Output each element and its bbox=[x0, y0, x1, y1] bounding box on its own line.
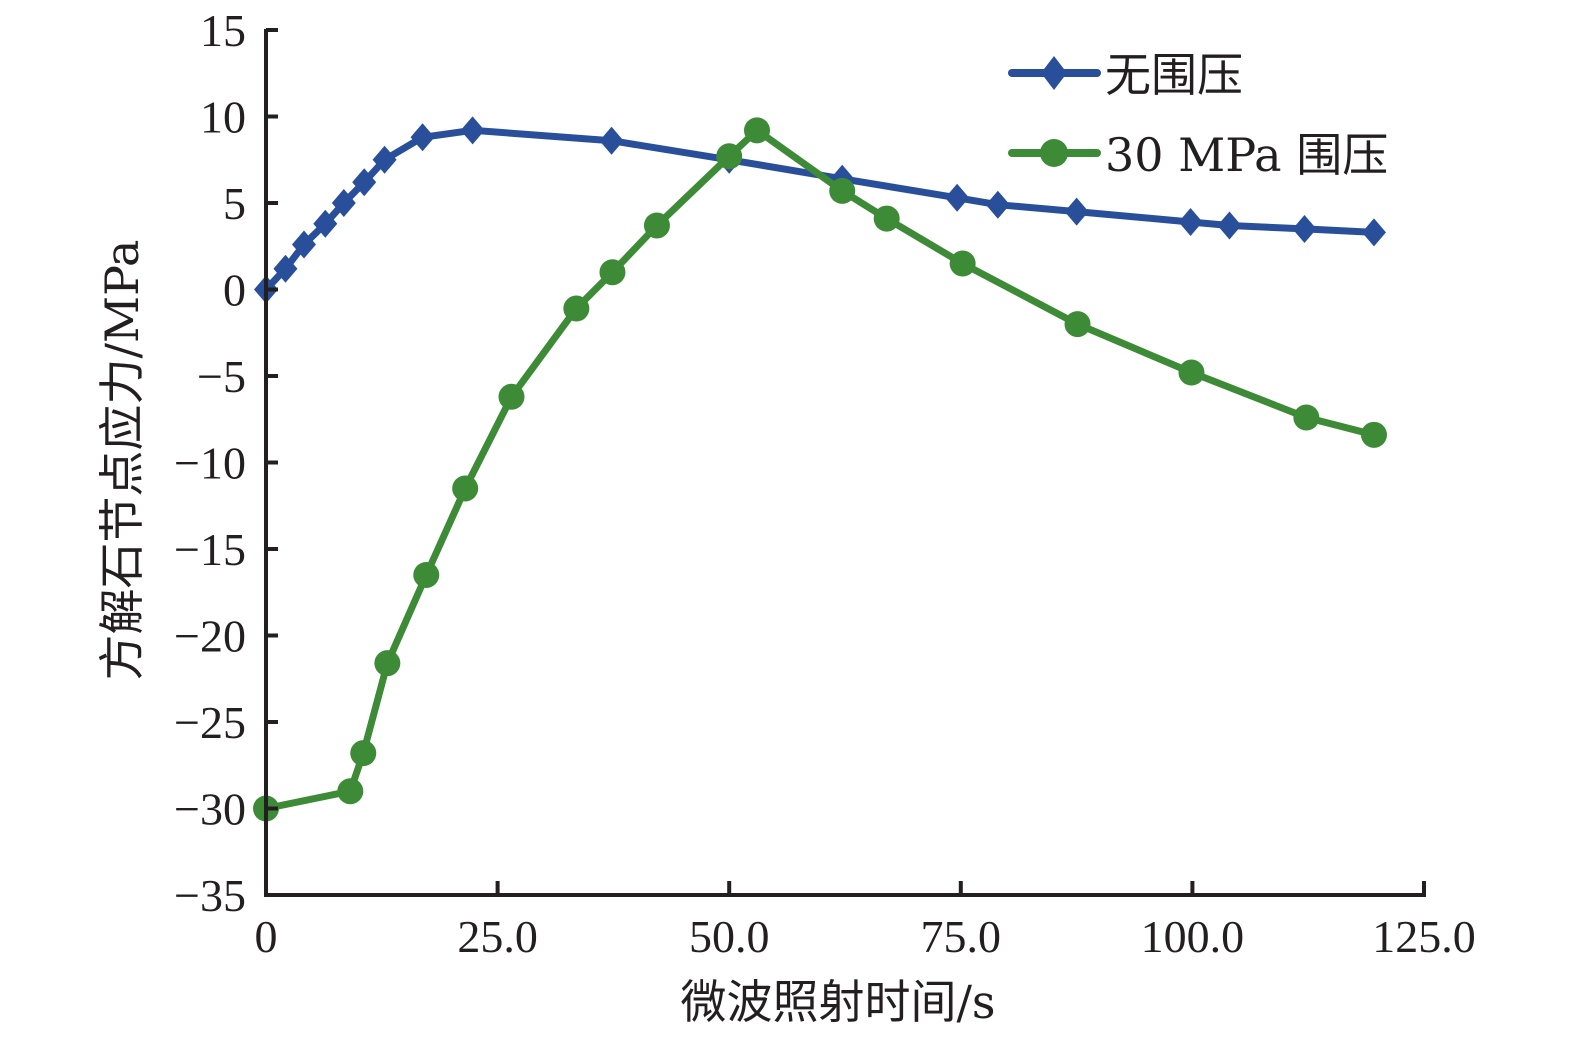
data-point bbox=[273, 254, 298, 283]
data-point bbox=[1178, 208, 1203, 237]
x-tick-label: 100.0 bbox=[1141, 911, 1245, 962]
legend-label-no-confining: 无围压 bbox=[1105, 48, 1243, 102]
data-point bbox=[1178, 359, 1205, 386]
y-tick-label: −30 bbox=[174, 784, 246, 835]
y-tick-label: 0 bbox=[223, 265, 246, 316]
series-line bbox=[265, 126, 1375, 812]
legend-circle-icon bbox=[1040, 139, 1068, 167]
y-tick-label: −15 bbox=[174, 524, 246, 575]
data-point bbox=[1360, 421, 1387, 448]
data-point bbox=[873, 205, 900, 232]
data-point bbox=[716, 143, 743, 170]
x-tick-label: 25.0 bbox=[457, 911, 538, 962]
data-point bbox=[413, 561, 440, 588]
y-tick-label: −20 bbox=[174, 611, 246, 662]
data-point bbox=[563, 295, 590, 322]
y-tick-label: −35 bbox=[174, 870, 246, 921]
data-point bbox=[599, 126, 624, 155]
data-point bbox=[291, 230, 316, 259]
data-point bbox=[372, 145, 397, 174]
data-point bbox=[743, 117, 770, 144]
x-tick-label: 50.0 bbox=[689, 911, 770, 962]
y-tick-label: 15 bbox=[200, 5, 246, 56]
data-point bbox=[1217, 211, 1242, 240]
y-tick-label: −5 bbox=[197, 351, 246, 402]
y-tick-label: 10 bbox=[200, 92, 246, 143]
legend-label-30mpa: 30 MPa 围压 bbox=[1105, 128, 1388, 182]
data-point bbox=[1292, 214, 1317, 243]
x-tick-label: 0 bbox=[255, 911, 278, 962]
data-point bbox=[350, 740, 377, 767]
series-layer bbox=[253, 116, 1387, 822]
legend-item-30mpa: 30 MPa 围压 bbox=[1008, 128, 1388, 182]
data-point bbox=[1293, 404, 1320, 431]
data-point bbox=[985, 190, 1010, 219]
series-1 bbox=[253, 117, 1387, 822]
data-point bbox=[410, 123, 435, 152]
legend-item-no-confining: 无围压 bbox=[1008, 48, 1243, 102]
data-point bbox=[1361, 218, 1386, 247]
x-tick-label: 125.0 bbox=[1372, 911, 1476, 962]
y-tick-label: −10 bbox=[174, 438, 246, 489]
data-point bbox=[352, 168, 377, 197]
legend: 无围压 30 MPa 围压 bbox=[1008, 48, 1388, 182]
y-axis-title: 方解石节点应力/MPa bbox=[95, 240, 149, 681]
y-tick-label: 5 bbox=[223, 178, 246, 229]
data-point bbox=[331, 189, 356, 217]
data-point bbox=[313, 209, 338, 238]
data-point bbox=[460, 116, 485, 145]
series-0 bbox=[254, 116, 1386, 304]
data-point bbox=[643, 212, 670, 239]
y-tick-label: −25 bbox=[174, 697, 246, 748]
data-point bbox=[498, 383, 525, 410]
data-point bbox=[945, 183, 970, 212]
data-point bbox=[452, 475, 479, 502]
data-point bbox=[829, 177, 856, 204]
data-point bbox=[1064, 197, 1089, 226]
legend-diamond-icon bbox=[1041, 56, 1067, 90]
data-point bbox=[337, 778, 364, 805]
data-point bbox=[599, 259, 626, 286]
data-point bbox=[1064, 311, 1091, 338]
x-tick-label: 75.0 bbox=[921, 911, 1002, 962]
data-point bbox=[949, 250, 976, 277]
x-axis-title: 微波照射时间/s bbox=[680, 975, 995, 1029]
data-point bbox=[374, 650, 401, 677]
